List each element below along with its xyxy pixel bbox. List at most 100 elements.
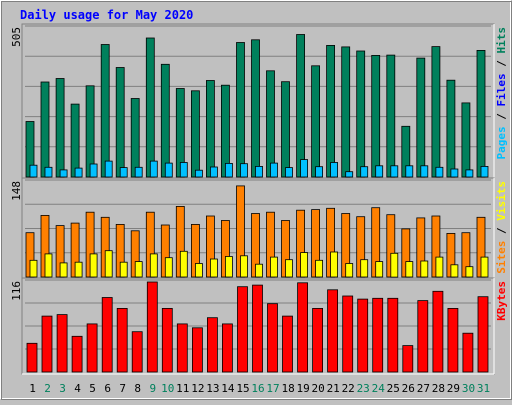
bar-files-day-27 xyxy=(420,165,429,178)
bar-files-day-2 xyxy=(44,166,53,178)
bar-visits-day-4 xyxy=(74,261,83,278)
x-tick-label-day-10: 10 xyxy=(161,382,174,395)
bar-kbytes-day-3 xyxy=(56,314,68,373)
legend-separator: / xyxy=(495,227,508,241)
x-tick-label-day-29: 29 xyxy=(447,382,460,395)
bar-visits-day-26 xyxy=(405,261,414,278)
bar-kbytes-day-16 xyxy=(252,284,263,373)
bar-files-day-30 xyxy=(465,169,474,178)
bar-hits-day-21 xyxy=(326,45,336,178)
bar-visits-day-24 xyxy=(375,261,384,278)
bar-hits-day-2 xyxy=(40,81,50,178)
bar-files-day-5 xyxy=(89,163,98,178)
legend-visits: Visits xyxy=(495,181,508,227)
bar-hits-day-5 xyxy=(85,85,95,178)
bar-files-day-25 xyxy=(390,165,399,178)
bar-files-day-9 xyxy=(149,160,158,178)
bar-visits-day-16 xyxy=(255,263,263,278)
bar-hits-day-4 xyxy=(70,103,80,178)
legend-kbytes: KBytes xyxy=(495,281,508,321)
bar-files-day-23 xyxy=(360,166,369,178)
bar-hits-day-22 xyxy=(341,46,351,178)
bar-kbytes-day-1 xyxy=(26,342,38,373)
bar-kbytes-day-22 xyxy=(342,295,354,373)
bar-files-day-6 xyxy=(104,160,113,178)
bar-files-day-15 xyxy=(240,163,248,178)
legend-separator: / xyxy=(495,113,508,127)
bar-visits-day-12 xyxy=(194,263,203,278)
bar-kbytes-day-14 xyxy=(221,323,233,373)
x-tick-label-day-17: 17 xyxy=(266,382,279,395)
bar-visits-day-23 xyxy=(360,259,369,278)
y-max-label: 148 xyxy=(10,181,23,201)
bar-kbytes-day-31 xyxy=(477,296,489,373)
bar-kbytes-day-30 xyxy=(462,332,474,373)
bar-hits-day-19 xyxy=(296,34,306,178)
bar-files-day-20 xyxy=(315,166,324,178)
bar-visits-day-7 xyxy=(119,261,128,278)
x-tick-label-day-6: 6 xyxy=(104,382,111,395)
legend-pages: Pages xyxy=(495,126,508,159)
panel-kbytes: 116 KBytes xyxy=(10,277,508,375)
x-tick-label-day-7: 7 xyxy=(119,382,126,395)
bar-kbytes-day-10 xyxy=(161,307,173,373)
bar-hits-day-27 xyxy=(416,57,426,178)
bar-hits-day-3 xyxy=(55,78,65,178)
bar-visits-day-30 xyxy=(465,266,474,278)
bar-kbytes-day-13 xyxy=(206,317,218,373)
x-tick-label-day-13: 13 xyxy=(206,382,219,395)
x-tick-label-day-16: 16 xyxy=(251,382,264,395)
bar-kbytes-day-7 xyxy=(116,307,128,373)
bar-hits-day-31 xyxy=(476,50,486,178)
bar-files-day-7 xyxy=(119,167,128,178)
panel-pages-files: 505 Pages / Files / Hits xyxy=(10,23,508,180)
bar-visits-day-27 xyxy=(420,260,429,278)
bar-visits-day-8 xyxy=(134,261,143,278)
x-tick-label-day-12: 12 xyxy=(191,382,204,395)
x-tick-label-day-18: 18 xyxy=(281,382,294,395)
x-tick-label-day-26: 26 xyxy=(402,382,415,395)
bar-hits-day-7 xyxy=(115,67,125,178)
x-tick-label-day-2: 2 xyxy=(44,382,51,395)
bar-visits-day-31 xyxy=(480,256,489,278)
bar-hits-day-25 xyxy=(386,54,396,178)
bar-files-day-22 xyxy=(345,171,354,178)
bar-visits-day-1 xyxy=(29,259,38,278)
bar-kbytes-day-11 xyxy=(176,323,188,373)
bar-files-day-1 xyxy=(29,164,38,178)
bar-hits-day-6 xyxy=(100,44,110,178)
y-max-label: 116 xyxy=(10,281,23,301)
bar-hits-day-12 xyxy=(190,90,200,178)
x-tick-label-day-27: 27 xyxy=(417,382,430,395)
y-max-label: 505 xyxy=(10,27,23,47)
chart-panels: 505 Pages / Files / Hits 148 Sites / Visits… xyxy=(10,23,508,375)
bar-visits-day-3 xyxy=(59,262,68,278)
bar-visits-day-17 xyxy=(270,256,278,278)
bar-files-day-17 xyxy=(270,162,278,178)
bar-visits-day-11 xyxy=(179,250,188,278)
x-tick-label-day-30: 30 xyxy=(462,382,475,395)
bar-kbytes-day-28 xyxy=(432,290,444,373)
bar-hits-day-24 xyxy=(371,55,381,178)
bar-hits-day-8 xyxy=(130,98,140,178)
bar-visits-day-19 xyxy=(300,252,309,278)
bar-visits-day-22 xyxy=(345,263,354,278)
bar-files-day-16 xyxy=(255,165,263,178)
panel-sites-visits: 148 Sites / Visits xyxy=(10,177,508,280)
bar-files-day-4 xyxy=(74,167,83,178)
bar-visits-day-5 xyxy=(89,253,98,278)
bar-files-day-31 xyxy=(480,165,489,178)
x-tick-label-day-20: 20 xyxy=(311,382,324,395)
bar-kbytes-day-6 xyxy=(101,297,113,373)
bar-visits-day-6 xyxy=(104,250,113,278)
bar-hits-day-30 xyxy=(461,102,471,178)
bar-hits-day-18 xyxy=(281,81,290,178)
x-tick-label-day-25: 25 xyxy=(387,382,400,395)
bar-kbytes-day-17 xyxy=(267,303,278,373)
x-tick-label-day-8: 8 xyxy=(134,382,141,395)
bar-visits-day-10 xyxy=(164,257,173,278)
bar-kbytes-day-4 xyxy=(71,335,83,373)
bar-files-day-11 xyxy=(179,162,188,178)
